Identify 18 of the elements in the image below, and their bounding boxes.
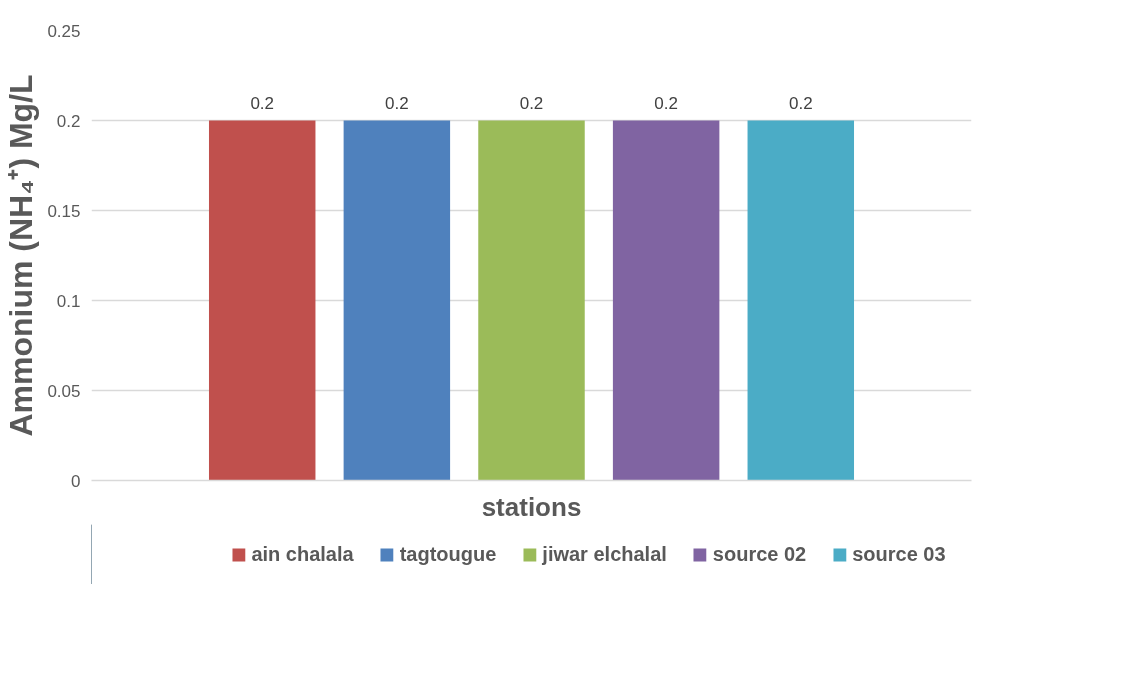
y-tick-label: 0.2 (56, 111, 81, 131)
legend-label: source 02 (712, 542, 807, 566)
legend-label: jiwar elchalal (542, 542, 667, 566)
data-label: 0.2 (250, 93, 275, 113)
data-label: 0.2 (654, 93, 678, 113)
legend-label: source 03 (852, 542, 946, 566)
y-tick-label: 0.1 (56, 291, 81, 311)
y-axis-title: Ammonium (NH₄⁺) Mg/L (3, 74, 40, 437)
y-tick-label: 0.25 (47, 21, 81, 41)
y-tick-label: 0.05 (47, 381, 81, 401)
data-label: 0.2 (385, 93, 409, 113)
x-axis-title: stations (481, 491, 582, 522)
data-label: 0.2 (788, 93, 813, 113)
legend-label: ain chalala (251, 542, 354, 566)
legend-label: tagtougue (399, 542, 497, 566)
y-tick-label: 0.15 (47, 201, 81, 221)
y-tick-label: 0 (71, 471, 81, 491)
data-label: 0.2 (519, 93, 544, 113)
